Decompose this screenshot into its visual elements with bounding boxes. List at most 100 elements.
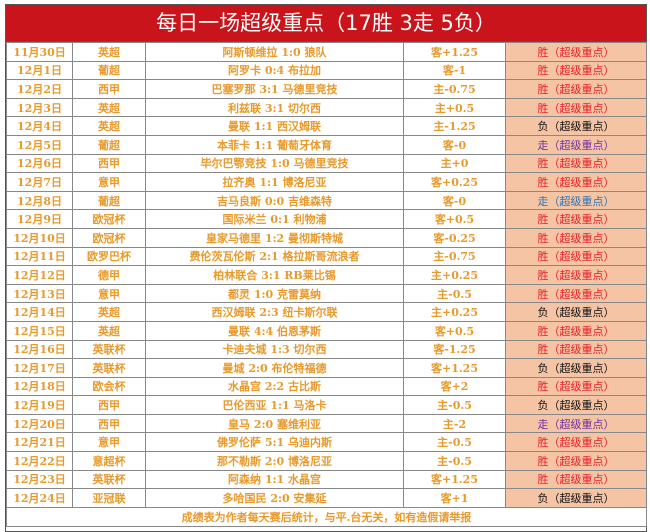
- league-cell: 英超: [72, 302, 146, 322]
- result-cell: 胜（超级重点）: [505, 265, 647, 285]
- result-cell: 胜（超级重点）: [505, 172, 647, 192]
- league-cell: 意甲: [72, 432, 146, 453]
- league-cell: 西甲: [72, 395, 146, 415]
- date-cell: 12月9日: [6, 209, 73, 229]
- handicap-cell: 客-0: [403, 134, 506, 155]
- handicap-cell: 客-0: [403, 190, 506, 211]
- date-cell: 12月5日: [6, 134, 73, 155]
- result-cell: 胜（超级重点）: [505, 246, 647, 267]
- table-row: 12月2日 西甲 巴塞罗那 3:1 马德里竞技 主-0.75 胜（超级重点）: [6, 79, 647, 99]
- match-cell: 阿森纳 1:1 水晶宫: [145, 469, 404, 490]
- date-cell: 12月14日: [6, 302, 73, 322]
- table-row: 12月6日 西甲 毕尔巴鄂竞技 1:0 马德里竞技 主+0 胜（超级重点）: [6, 153, 647, 174]
- match-cell: 费伦茨瓦伦斯 2:1 格拉斯哥流浪者: [145, 246, 404, 267]
- date-cell: 12月22日: [6, 451, 73, 471]
- league-cell: 德甲: [72, 265, 146, 285]
- result-cell: 胜（超级重点）: [505, 209, 647, 229]
- date-cell: 12月18日: [6, 376, 73, 397]
- table-row: 12月8日 葡超 吉马良斯 0:0 吉维森特 客-0 走（超级重点）: [6, 190, 647, 211]
- match-cell: 巴塞罗那 3:1 马德里竞技: [145, 79, 404, 99]
- match-cell: 曼城 2:0 布伦特福德: [145, 358, 404, 378]
- result-cell: 胜（超级重点）: [505, 60, 647, 81]
- table-row: 12月19日 西甲 巴伦西亚 1:1 马洛卡 主-0.5 负（超级重点）: [6, 395, 647, 415]
- match-cell: 本菲卡 1:1 葡萄牙体育: [145, 134, 404, 155]
- league-cell: 意甲: [72, 172, 146, 192]
- match-cell: 巴伦西亚 1:1 马洛卡: [145, 395, 404, 415]
- table-row: 12月13日 意甲 都灵 1:0 克雷莫纳 主-0.5 胜（超级重点）: [6, 283, 647, 304]
- handicap-cell: 客+1.25: [403, 358, 506, 378]
- date-cell: 12月6日: [6, 153, 73, 174]
- date-cell: 12月23日: [6, 469, 73, 490]
- match-cell: 毕尔巴鄂竞技 1:0 马德里竞技: [145, 153, 404, 174]
- date-cell: 12月8日: [6, 190, 73, 211]
- date-cell: 12月3日: [6, 97, 73, 118]
- match-cell: 阿斯顿维拉 1:0 狼队: [145, 42, 404, 62]
- date-cell: 12月7日: [6, 172, 73, 192]
- league-cell: 西甲: [72, 79, 146, 99]
- date-cell: 12月17日: [6, 358, 73, 378]
- footer-note: 成绩表为作者每天赛后统计，与平.台无关，如有造假请举报: [6, 506, 647, 527]
- match-cell: 水晶宫 2:2 古比斯: [145, 376, 404, 397]
- match-cell: 佛罗伦萨 5:1 乌迪内斯: [145, 432, 404, 453]
- results-table: 11月30日 英超 阿斯顿维拉 1:0 狼队 客+1.25 胜（超级重点） 12月1日 葡超…: [6, 42, 647, 527]
- handicap-cell: 主+0.5: [403, 97, 506, 118]
- date-cell: 12月10日: [6, 227, 73, 248]
- match-cell: 拉齐奥 1:1 博洛尼亚: [145, 172, 404, 192]
- handicap-cell: 主-1.25: [403, 116, 506, 136]
- handicap-cell: 主-0.75: [403, 246, 506, 267]
- match-cell: 柏林联合 3:1 RB莱比锡: [145, 265, 404, 285]
- match-cell: 那不勒斯 2:0 博洛尼亚: [145, 451, 404, 471]
- league-cell: 意甲: [72, 283, 146, 304]
- table-row: 12月15日 英超 曼联 4:4 伯恩茅斯 客+0.5 胜（超级重点）: [6, 320, 647, 341]
- league-cell: 葡超: [72, 60, 146, 81]
- league-cell: 葡超: [72, 134, 146, 155]
- match-cell: 曼联 1:1 西汉姆联: [145, 116, 404, 136]
- league-cell: 亚冠联: [72, 488, 146, 508]
- table-row: 12月5日 葡超 本菲卡 1:1 葡萄牙体育 客-0 走（超级重点）: [6, 134, 647, 155]
- league-cell: 欧罗巴杯: [72, 246, 146, 267]
- league-cell: 英超: [72, 97, 146, 118]
- match-cell: 皇家马德里 1:2 曼彻斯特城: [145, 227, 404, 248]
- table-row: 12月16日 英联杯 卡迪夫城 1:3 切尔西 客-1.25 胜（超级重点）: [6, 339, 647, 360]
- league-cell: 葡超: [72, 190, 146, 211]
- league-cell: 欧冠杯: [72, 209, 146, 229]
- match-cell: 曼联 4:4 伯恩茅斯: [145, 320, 404, 341]
- date-cell: 12月16日: [6, 339, 73, 360]
- handicap-cell: 客+1.25: [403, 469, 506, 490]
- result-cell: 负（超级重点）: [505, 302, 647, 322]
- date-cell: 12月12日: [6, 265, 73, 285]
- result-cell: 胜（超级重点）: [505, 339, 647, 360]
- match-cell: 西汉姆联 2:3 纽卡斯尔联: [145, 302, 404, 322]
- table-row: 12月11日 欧罗巴杯 费伦茨瓦伦斯 2:1 格拉斯哥流浪者 主-0.75 胜（超级重点…: [6, 246, 647, 267]
- table-row: 12月21日 意甲 佛罗伦萨 5:1 乌迪内斯 主-0.5 胜（超级重点）: [6, 432, 647, 453]
- date-cell: 12月15日: [6, 320, 73, 341]
- handicap-cell: 主-2: [403, 413, 506, 434]
- handicap-cell: 主-0.75: [403, 79, 506, 99]
- handicap-cell: 客+0.5: [403, 209, 506, 229]
- league-cell: 英超: [72, 320, 146, 341]
- result-cell: 走（超级重点）: [505, 190, 647, 211]
- table-row: 12月4日 英超 曼联 1:1 西汉姆联 主-1.25 负（超级重点）: [6, 116, 647, 136]
- handicap-cell: 主+0: [403, 153, 506, 174]
- league-cell: 英联杯: [72, 339, 146, 360]
- match-cell: 卡迪夫城 1:3 切尔西: [145, 339, 404, 360]
- handicap-cell: 客+2: [403, 376, 506, 397]
- date-cell: 12月1日: [6, 60, 73, 81]
- handicap-cell: 主+0.25: [403, 302, 506, 322]
- handicap-cell: 客-1.25: [403, 339, 506, 360]
- league-cell: 英超: [72, 42, 146, 62]
- handicap-cell: 客-1: [403, 60, 506, 81]
- result-cell: 胜（超级重点）: [505, 97, 647, 118]
- handicap-cell: 主+0.25: [403, 265, 506, 285]
- table-row: 12月18日 欧会杯 水晶宫 2:2 古比斯 客+2 胜（超级重点）: [6, 376, 647, 397]
- date-cell: 12月2日: [6, 79, 73, 99]
- handicap-cell: 客-0.25: [403, 227, 506, 248]
- date-cell: 12月21日: [6, 432, 73, 453]
- handicap-cell: 主-0.5: [403, 432, 506, 453]
- league-cell: 英联杯: [72, 358, 146, 378]
- match-cell: 都灵 1:0 克雷莫纳: [145, 283, 404, 304]
- result-cell: 走（超级重点）: [505, 134, 647, 155]
- match-cell: 利兹联 3:1 切尔西: [145, 97, 404, 118]
- handicap-cell: 客+1.25: [403, 42, 506, 62]
- handicap-cell: 主-0.5: [403, 395, 506, 415]
